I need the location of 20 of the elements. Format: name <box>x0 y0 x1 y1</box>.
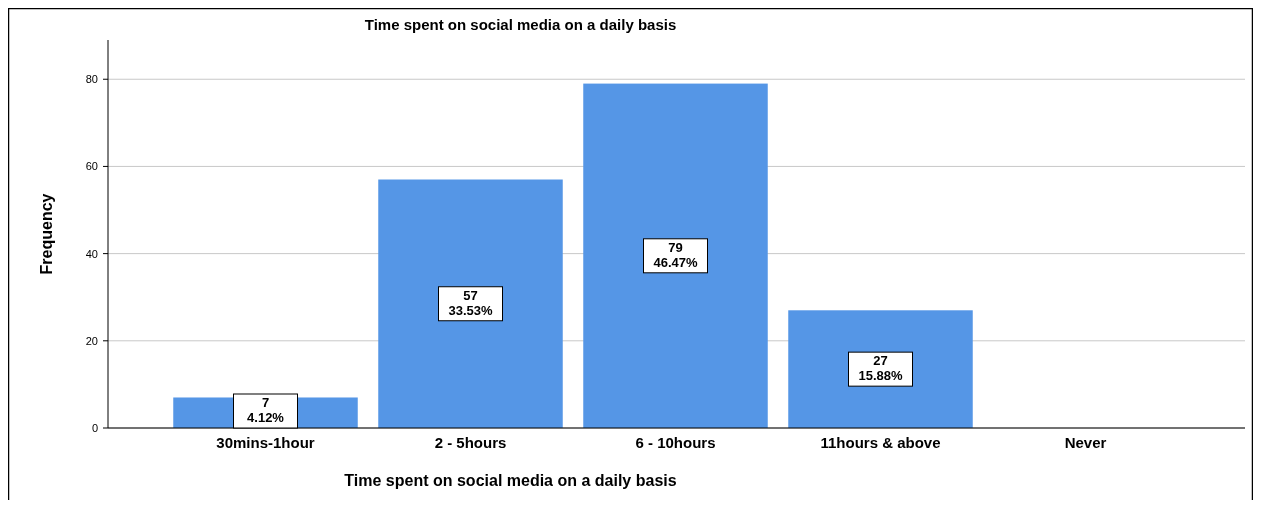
x-axis-title: Time spent on social media on a daily basis <box>344 472 677 489</box>
data-label: 27 15.88% <box>858 353 903 384</box>
x-tick-label: 2 - 5hours <box>434 434 507 451</box>
bar <box>378 179 563 428</box>
y-tick-label: 80 <box>85 73 98 86</box>
bar <box>788 310 973 428</box>
y-tick-label: 0 <box>91 422 98 434</box>
x-tick-label: 6 - 10hours <box>635 434 716 451</box>
data-label: 79 46.47% <box>653 239 698 270</box>
data-label: 57 33.53% <box>448 287 493 318</box>
x-tick-label: 30mins-1hour <box>216 434 315 451</box>
chart-title: Time spent on social media on a daily basis <box>364 16 677 33</box>
data-label: 7 4.12% <box>247 395 285 425</box>
y-axis-title: Frequency <box>38 193 55 275</box>
y-tick-label: 20 <box>85 334 98 347</box>
y-tick-label: 60 <box>85 160 98 173</box>
y-tick-label: 40 <box>85 247 98 260</box>
x-tick-label: Never <box>1064 434 1107 451</box>
bar <box>583 83 768 428</box>
x-tick-label: 11hours & above <box>820 434 941 451</box>
